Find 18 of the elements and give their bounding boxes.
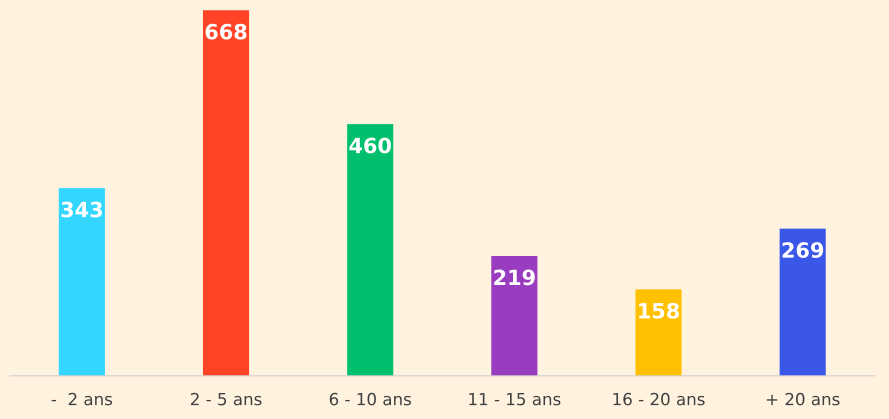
data-label: 219: [494, 270, 535, 286]
x-tick-label: 2 - 5 ans: [190, 392, 262, 406]
data-label: 158: [639, 302, 679, 319]
data-label: 343: [62, 202, 102, 218]
bar: [491, 256, 538, 376]
x-tick-label: - 2 ans: [52, 392, 112, 406]
x-tick-label: 16 - 20 ans: [613, 392, 705, 406]
data-label: 460: [349, 138, 391, 154]
data-label: 668: [206, 24, 246, 40]
bar: [780, 228, 826, 376]
x-tick-label: + 20 ans: [766, 392, 840, 406]
data-label: 269: [782, 242, 824, 258]
bar: [202, 10, 250, 376]
bar: [635, 289, 682, 376]
x-tick-label: 6 - 10 ans: [330, 392, 411, 406]
bar: [347, 124, 394, 376]
bar: [58, 188, 105, 376]
x-tick-label: 11 - 15 ans: [469, 393, 560, 406]
